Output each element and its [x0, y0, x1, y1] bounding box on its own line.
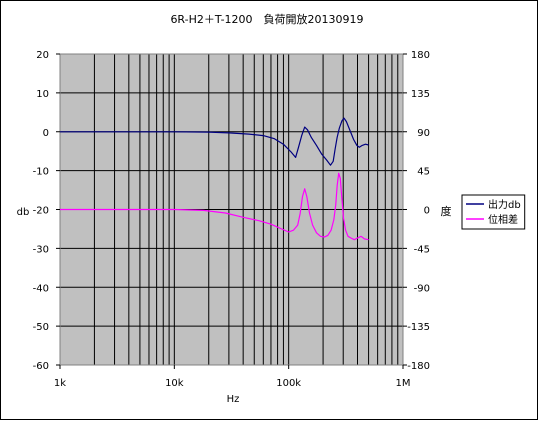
legend-label-2: 位相差 [488, 213, 518, 226]
y-right-tick-label: -135 [407, 322, 430, 333]
y-axis-right-label: 度 [441, 204, 452, 218]
y-axis-left-label: db [17, 207, 30, 218]
y-right-tick-label: 135 [411, 89, 430, 100]
y-left-tick-label: -50 [33, 322, 49, 333]
x-tick-label: 10k [165, 378, 184, 389]
y-right-tick-label: -90 [414, 283, 430, 294]
x-tick-label: 100k [276, 378, 301, 389]
series-line-2 [60, 172, 369, 241]
y-right-tick-label: 0 [424, 206, 430, 217]
y-left-tick-label: 10 [36, 89, 49, 100]
y-left-tick-label: -30 [33, 244, 49, 255]
y-left-tick-label: -40 [33, 283, 49, 294]
series-line-1 [60, 117, 369, 166]
legend: 出力db 位相差 [461, 194, 526, 230]
y-left-tick-label: -20 [33, 206, 49, 217]
legend-label-1: 出力db [488, 198, 521, 211]
y-left-tick-label: 0 [43, 128, 49, 139]
y-right-tick-label: -180 [407, 361, 430, 372]
y-left-tick-label: 20 [36, 50, 49, 61]
y-right-tick-label: 90 [417, 128, 430, 139]
y-right-tick-label: 180 [411, 50, 430, 61]
y-right-tick-label: -45 [414, 244, 430, 255]
y-left-tick-label: -60 [33, 361, 49, 372]
y-left-tick-label: -10 [33, 167, 49, 178]
y-right-tick-label: 45 [417, 167, 430, 178]
x-tick-label: 1M [396, 378, 411, 389]
legend-box [461, 194, 526, 230]
plot-area: 20 10 0 -10 -20 -30 -40 -50 -60 180 135 90 45 0 -45 -90… [33, 50, 430, 389]
x-axis-label: Hz [227, 394, 240, 405]
chart-title: 6R-H2＋T-1200 負荷開放20130919 [170, 12, 363, 26]
x-tick-label: 1k [54, 378, 66, 389]
